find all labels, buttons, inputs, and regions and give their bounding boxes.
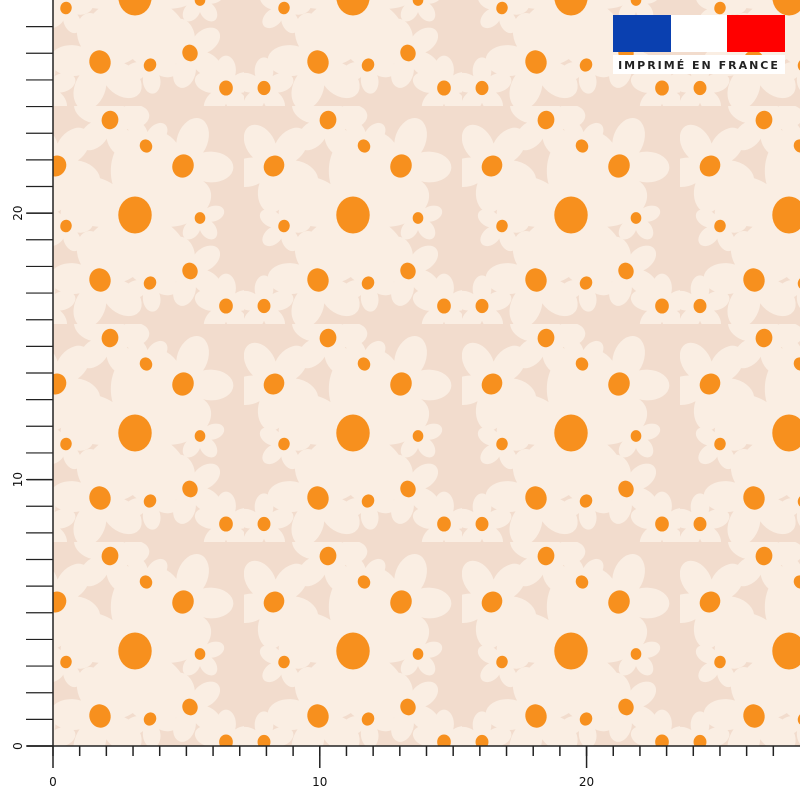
fabric-pattern <box>53 0 800 746</box>
flag-white <box>671 15 727 52</box>
flag-blue <box>613 15 671 52</box>
badge: IMPRIMÉ EN FRANCE <box>613 15 785 74</box>
y-tick-label: 0 <box>11 742 25 750</box>
flag-red <box>727 15 785 52</box>
y-tick-label: 10 <box>11 472 25 487</box>
badge-bg <box>613 55 785 74</box>
x-tick-label: 0 <box>49 775 57 789</box>
x-tick-label: 10 <box>312 775 327 789</box>
x-tick-label: 20 <box>579 775 594 789</box>
y-tick-label: 20 <box>11 206 25 221</box>
badge-text: IMPRIMÉ EN FRANCE <box>618 59 780 72</box>
